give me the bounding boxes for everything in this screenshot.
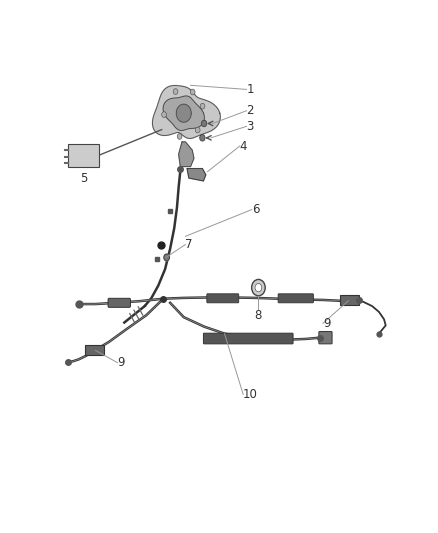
Circle shape (177, 134, 182, 139)
FancyBboxPatch shape (207, 294, 239, 303)
Circle shape (162, 112, 166, 117)
Polygon shape (176, 104, 191, 122)
Circle shape (201, 120, 207, 127)
FancyBboxPatch shape (68, 144, 99, 166)
Polygon shape (152, 85, 220, 139)
Polygon shape (164, 254, 170, 261)
Text: 2: 2 (247, 104, 254, 117)
Text: 6: 6 (251, 203, 259, 216)
Text: 4: 4 (240, 140, 247, 152)
Circle shape (173, 88, 178, 94)
Circle shape (200, 134, 205, 141)
Text: 9: 9 (323, 317, 330, 330)
FancyBboxPatch shape (203, 333, 293, 344)
Circle shape (200, 103, 205, 109)
FancyBboxPatch shape (278, 294, 314, 303)
Text: 7: 7 (185, 238, 193, 251)
FancyBboxPatch shape (108, 298, 131, 308)
FancyBboxPatch shape (319, 332, 332, 344)
Polygon shape (163, 96, 205, 131)
Text: 9: 9 (117, 356, 125, 369)
Text: 8: 8 (255, 309, 262, 322)
Text: 10: 10 (243, 388, 258, 401)
FancyBboxPatch shape (85, 345, 104, 356)
Circle shape (251, 279, 265, 296)
Circle shape (255, 284, 262, 292)
Circle shape (190, 89, 195, 95)
FancyBboxPatch shape (340, 295, 359, 305)
Text: 1: 1 (247, 83, 254, 96)
Circle shape (195, 127, 200, 133)
Polygon shape (187, 168, 206, 181)
Text: 3: 3 (247, 120, 254, 133)
Text: 5: 5 (80, 172, 87, 185)
Polygon shape (179, 142, 194, 166)
